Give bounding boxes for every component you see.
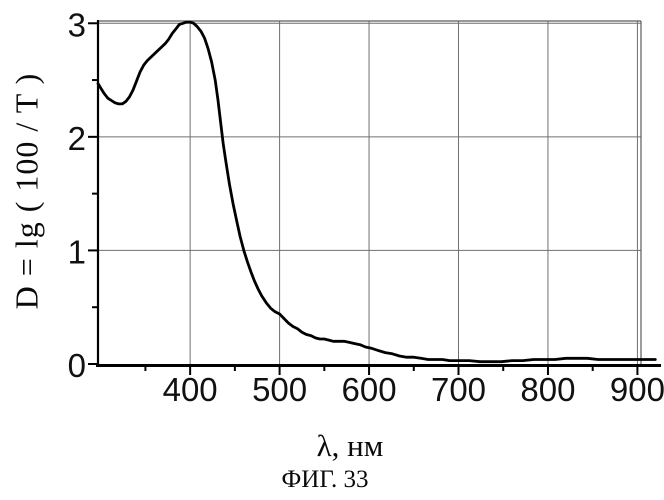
- x-tick-label: 800: [520, 371, 575, 408]
- gridlines: [98, 21, 641, 364]
- x-tick-label: 400: [163, 371, 218, 408]
- x-axis-title: λ, нм: [316, 428, 384, 463]
- y-tick-label: 0: [68, 347, 86, 384]
- x-tick-label: 700: [431, 371, 486, 408]
- y-tick-label: 2: [68, 120, 86, 157]
- y-tick-label: 1: [68, 233, 86, 270]
- x-tick-label: 600: [342, 371, 397, 408]
- y-axis-title: D = lg ( 100 / T ): [8, 72, 45, 310]
- absorption-spectrum-curve: [96, 20, 657, 364]
- x-tick-label: 900: [610, 371, 664, 408]
- figure-caption: ФИГ. 33: [281, 466, 369, 493]
- tick-labels: 400 500 600 700 800 900 0 1 2 3: [68, 6, 664, 408]
- tick-marks: [88, 22, 639, 375]
- plot-frame: [96, 20, 661, 367]
- x-tick-label: 500: [252, 371, 307, 408]
- y-tick-label: 3: [68, 6, 86, 43]
